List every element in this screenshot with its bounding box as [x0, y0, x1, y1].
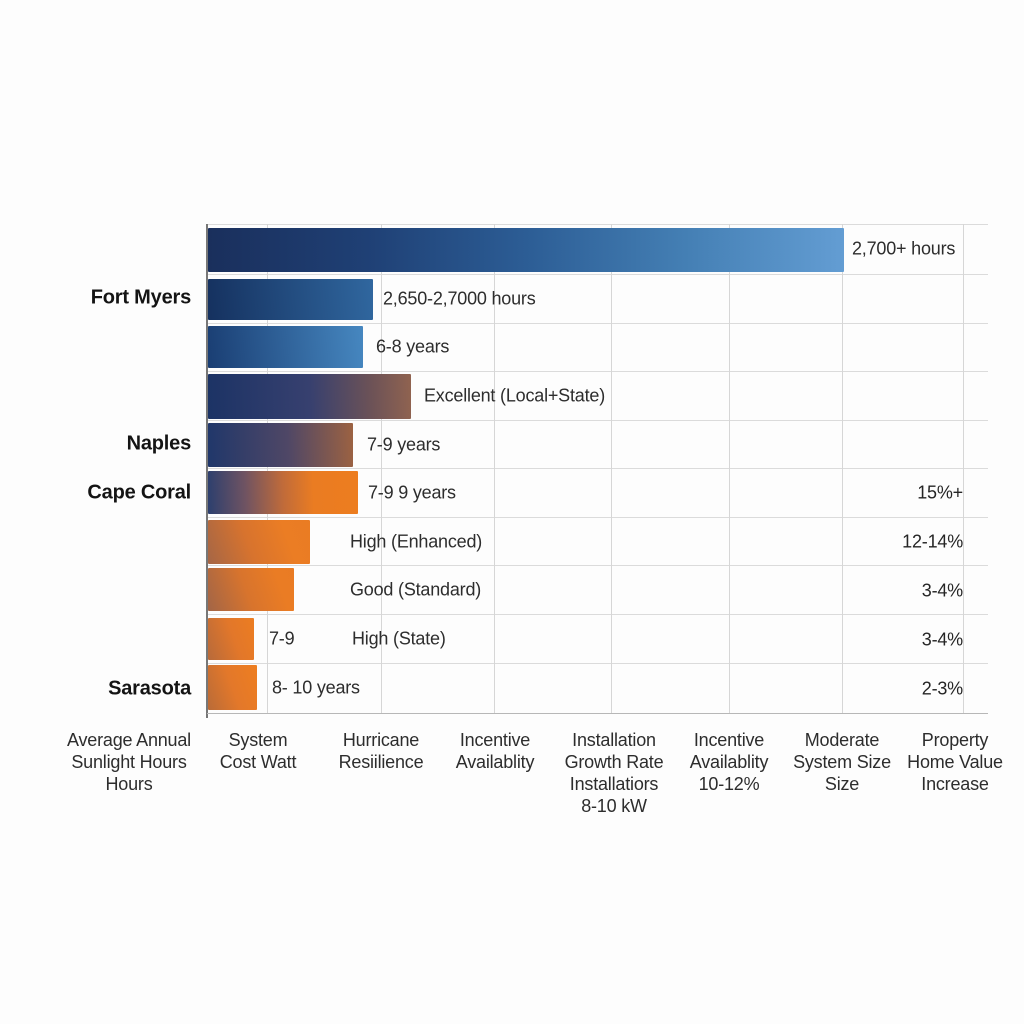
x-axis-label-line: System — [228, 730, 288, 750]
x-axis-label-line: Installation — [572, 730, 656, 750]
x-axis-label: Hurricane Resiilience — [339, 729, 424, 773]
x-axis-label: Installation Growth Rate Installatiors 8-10… — [565, 729, 664, 817]
bar-value-label: High (Enhanced) — [350, 531, 483, 551]
x-axis-label-line: Hours — [105, 774, 153, 794]
bar-value-label: 7-9 years — [367, 434, 441, 454]
right-value-label: 2-3% — [921, 678, 963, 698]
x-axis-label-line: 8-10 kW — [581, 796, 647, 816]
x-axis-label-line: Incentive — [693, 730, 765, 750]
h-gridline — [207, 467, 988, 469]
y-axis-label: Sarasota — [108, 677, 191, 700]
x-axis-label: Property Home Value Increase — [907, 729, 1003, 795]
x-axis-label: Incentive Availablity — [456, 729, 535, 773]
x-axis-label-line: System Size — [793, 752, 891, 772]
x-axis-label-line: Size — [824, 774, 860, 794]
bar — [208, 617, 254, 660]
bar-value-label: 7-9 9 years — [368, 482, 456, 503]
bar — [208, 567, 294, 611]
x-axis-label-line: Hurricane — [342, 730, 420, 750]
h-gridline — [207, 370, 988, 372]
h-gridline — [207, 420, 988, 421]
v-gridline — [610, 224, 612, 713]
h-gridline — [207, 223, 988, 225]
y-axis-line — [206, 224, 208, 718]
y-axis-label: Naples — [126, 432, 192, 455]
bar — [208, 470, 358, 514]
x-axis-label-line: Availablity — [689, 752, 769, 772]
bar-value-label: 2,650-2,7000 hours — [383, 288, 536, 308]
bar-value-label: 2,700+ hours — [852, 238, 956, 259]
bar — [208, 423, 353, 467]
right-value-label: 12-14% — [902, 531, 963, 552]
h-gridline — [207, 613, 988, 615]
x-axis-label-line: Property — [921, 730, 989, 750]
bar — [208, 665, 257, 710]
x-axis-label: Incentive Availablity 10-12% — [690, 729, 769, 795]
h-gridline — [207, 662, 988, 664]
x-axis-label-line: Home Value — [907, 752, 1003, 772]
x-axis-label-line: Cost Watt — [219, 752, 297, 772]
x-axis-label-line: Sunlight Hours — [71, 752, 187, 772]
v-gridline — [493, 224, 495, 713]
v-gridline — [962, 224, 964, 713]
x-axis-label-line: Average Annual — [67, 730, 191, 750]
x-axis-label-line: 10-12% — [698, 774, 760, 794]
h-gridline — [207, 322, 988, 324]
bar — [208, 325, 363, 368]
x-axis-label-line: Installatiors — [569, 774, 659, 794]
x-axis-label-line: Availablity — [455, 752, 535, 772]
bar-value-label: Good (Standard) — [350, 579, 482, 600]
x-axis-label-line: Moderate — [804, 730, 880, 750]
bar-value-label: Excellent (Local+State) — [424, 385, 605, 405]
right-value-label: 3-4% — [921, 629, 963, 649]
x-axis-line — [207, 712, 988, 715]
x-axis-label: Moderate System Size Size — [793, 729, 891, 795]
v-gridline — [728, 224, 730, 713]
x-axis-label-line: Growth Rate — [564, 752, 664, 772]
x-axis-label-line: Resiilience — [338, 752, 424, 772]
v-gridline — [380, 224, 382, 713]
right-value-label: 15%+ — [917, 482, 963, 503]
v-gridline — [266, 224, 268, 713]
y-axis-label: Cape Coral — [87, 481, 191, 503]
bar — [208, 520, 310, 564]
bar — [208, 373, 411, 419]
right-value-label: 3-4% — [921, 580, 963, 600]
y-axis-label: Fort Myers — [90, 286, 191, 309]
bar-value-label: 6-8 years — [376, 336, 450, 356]
v-gridline — [841, 224, 843, 713]
h-gridline — [207, 274, 988, 275]
bar-value-label: 7-9 — [269, 628, 295, 648]
x-axis-label-line: Increase — [921, 774, 989, 794]
bar-value-label: 8- 10 years — [272, 677, 360, 698]
bar — [208, 227, 844, 272]
x-axis-label: System Cost Watt — [220, 729, 297, 773]
x-axis-label: Average Annual Sunlight Hours Hours — [67, 729, 191, 795]
h-gridline — [207, 565, 988, 566]
bar — [208, 278, 373, 320]
x-axis-label-line: Incentive — [459, 730, 531, 750]
bar-value-label: High (State) — [352, 628, 446, 648]
h-gridline — [207, 516, 988, 518]
